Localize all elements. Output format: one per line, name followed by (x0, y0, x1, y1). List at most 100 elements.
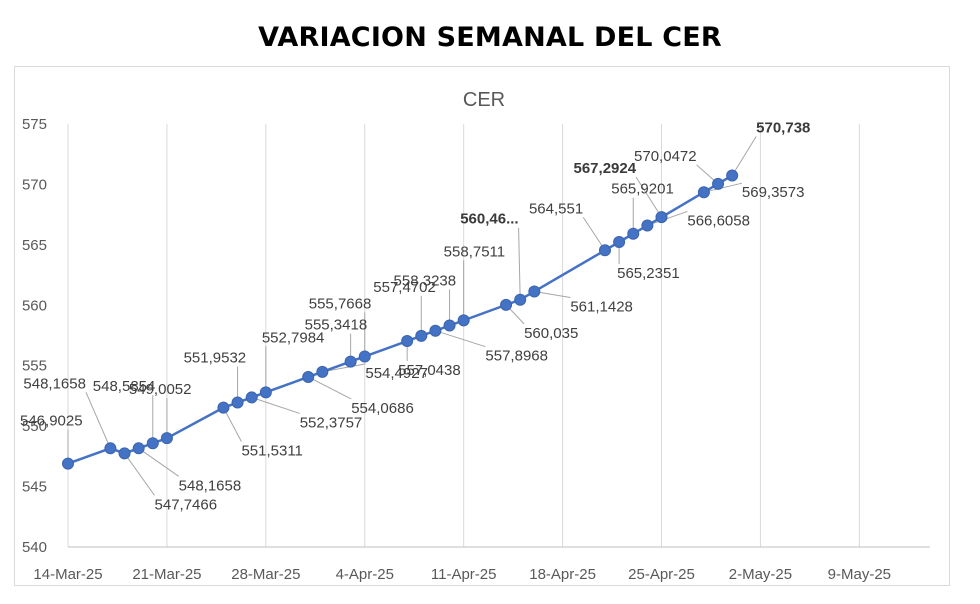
label-leader-lines (67, 136, 757, 496)
data-label: 567,2924 (574, 160, 637, 177)
data-point (500, 298, 513, 311)
y-tick-label: 555 (22, 358, 47, 375)
x-tick-label: 28-Mar-25 (231, 566, 300, 583)
data-point (443, 319, 456, 332)
x-tick-label: 21-Mar-25 (132, 566, 201, 583)
data-label: 557,0438 (398, 362, 461, 379)
data-point (415, 329, 428, 342)
data-point (132, 442, 145, 455)
data-point (457, 314, 470, 327)
data-point (528, 285, 541, 298)
label-leader-line (435, 330, 486, 348)
data-label: 548,5854 (93, 378, 156, 395)
data-label: 552,3757 (300, 414, 363, 431)
x-tick-label: 4-Apr-25 (336, 566, 394, 583)
data-label: 558,3238 (394, 273, 457, 290)
data-point (697, 186, 710, 199)
y-tick-label: 565 (22, 237, 47, 254)
data-label: 548,1658 (23, 375, 86, 392)
label-leader-line (251, 396, 300, 414)
x-tick-label: 11-Apr-25 (431, 566, 497, 583)
data-point (598, 244, 611, 257)
chart-title: CER (463, 89, 505, 111)
y-tick-label: 570 (22, 176, 47, 193)
data-label: 557,8968 (485, 348, 548, 365)
gridlines (67, 124, 860, 547)
data-point (316, 365, 329, 378)
data-label: 570,0472 (634, 148, 697, 165)
data-point (302, 370, 315, 383)
label-leader-line (124, 453, 155, 496)
label-leader-line (534, 290, 571, 298)
y-tick-label: 540 (22, 539, 47, 556)
label-leader-line (223, 407, 242, 442)
data-label: 566,6058 (687, 212, 750, 229)
y-tick-label: 550 (22, 418, 47, 435)
data-point (245, 391, 258, 404)
data-point (627, 227, 640, 240)
data-point (641, 219, 654, 232)
data-label: 546,9025 (20, 413, 83, 430)
data-point (429, 324, 442, 337)
label-leader-line (308, 376, 352, 400)
data-labels: 546,9025 548,1658 547,7466 548,1658 548,5854… (20, 120, 810, 514)
label-leader-line (731, 136, 757, 176)
data-label: 557,4702 (373, 279, 436, 296)
data-point (613, 236, 626, 249)
data-point (231, 396, 244, 409)
data-point (160, 432, 173, 445)
y-tick-label: 545 (22, 479, 47, 496)
data-point (514, 293, 527, 306)
data-label: 552,7984 (262, 329, 325, 346)
data-label: 561,1428 (570, 298, 633, 315)
data-point (259, 386, 272, 399)
data-label: 569,3573 (742, 184, 805, 201)
data-label: 565,2351 (617, 265, 680, 282)
data-label: 555,7668 (309, 295, 372, 312)
label-leader-line (703, 182, 743, 193)
x-tick-label: 18-Apr-25 (529, 566, 596, 583)
label-leader-line (582, 217, 606, 251)
data-label: 554,0686 (351, 400, 414, 417)
y-tick-label: 575 (22, 116, 47, 133)
axes: 540 545 550 555 560 565 570 575 14-Mar-25 21-Mar-… (22, 116, 930, 583)
x-tick-label: 9-May-25 (828, 566, 891, 583)
data-label: 560,035 (524, 325, 578, 342)
data-point (712, 177, 725, 190)
label-leader-line (85, 392, 111, 449)
data-point (344, 355, 357, 368)
data-label: 560,46... (460, 211, 518, 228)
x-tick-label: 2-May-25 (729, 566, 792, 583)
data-label: 547,7466 (155, 496, 218, 513)
data-label: 551,9532 (184, 350, 247, 367)
data-point (104, 442, 117, 455)
x-tick-label: 14-Mar-25 (33, 566, 102, 583)
data-point (401, 335, 414, 348)
page-title: VARIACION SEMANAL DEL CER (258, 22, 722, 53)
label-leader-line (647, 210, 688, 226)
data-point (146, 437, 159, 450)
data-label: 549,0052 (129, 381, 192, 398)
data-label: 555,3418 (305, 317, 368, 334)
label-leader-line (518, 227, 521, 300)
label-leader-line (635, 176, 662, 218)
chart-frame (14, 66, 950, 586)
series-line (67, 174, 733, 465)
data-point (655, 211, 668, 224)
data-label: 570,738 (756, 120, 810, 137)
data-label: 558,7511 (444, 243, 505, 260)
data-point (217, 401, 230, 414)
data-label: 548,1658 (179, 477, 242, 494)
data-label: 564,551 (529, 200, 583, 217)
data-point (62, 457, 74, 470)
label-leader-line (138, 447, 179, 477)
x-tick-label: 25-Apr-25 (628, 566, 695, 583)
data-label: 554,4927 (365, 365, 428, 382)
data-label: 565,9201 (611, 181, 674, 198)
y-tick-label: 560 (22, 297, 47, 314)
data-label: 551,5311 (241, 443, 302, 460)
data-point (726, 169, 739, 182)
series-cer (62, 169, 739, 470)
data-point (358, 350, 371, 363)
